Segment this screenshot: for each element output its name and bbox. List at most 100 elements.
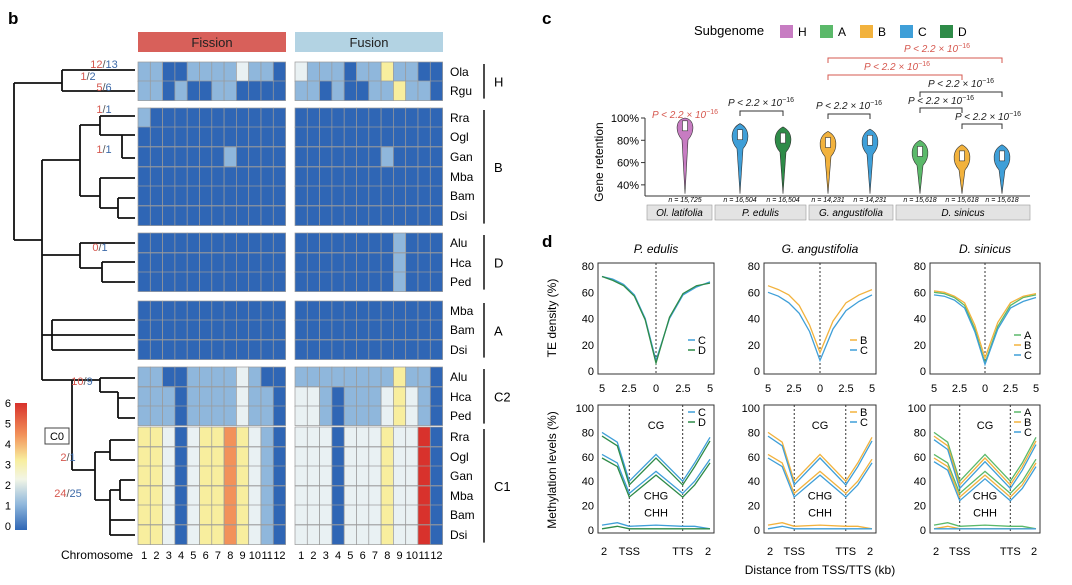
fission-cell: [199, 146, 213, 167]
fusion-cell: [368, 319, 382, 340]
fission-cell: [137, 61, 151, 82]
heatmap-fission: [137, 61, 286, 545]
fission-cell: [162, 185, 176, 206]
fission-chromosome-label: 8: [227, 550, 233, 562]
fusion-cell: [306, 252, 320, 273]
p-value-label: P < 2.2 × 10−16: [864, 61, 930, 73]
fission-cell: [186, 146, 200, 167]
fission-cell: [211, 107, 225, 128]
species-box: [895, 204, 1031, 221]
fission-cell: [199, 107, 213, 128]
te-xtick: 2.5: [675, 383, 690, 395]
te-ytick: 40: [748, 314, 760, 326]
meth-panel-frame: [763, 404, 877, 534]
meth-xtick: 2: [767, 546, 773, 558]
fusion-cell: [417, 386, 431, 407]
fusion-cell: [429, 504, 443, 525]
meth-series-line: [933, 522, 1037, 530]
meth-ytick: 0: [588, 525, 594, 537]
fission-cell: [137, 80, 151, 101]
species-label: Alu: [450, 236, 467, 250]
phylogenetic-tree: [13, 69, 135, 536]
fission-cell: [236, 185, 250, 206]
fission-cell: [236, 339, 250, 360]
fission-cell: [260, 205, 274, 226]
te-xtick: 5: [599, 383, 605, 395]
species-label: Ped: [450, 275, 471, 289]
fusion-cell: [417, 232, 431, 253]
node-c0-box: [44, 427, 70, 445]
fusion-cell: [343, 252, 357, 273]
ytick-label: 100%: [611, 113, 639, 125]
fission-cell: [149, 405, 163, 426]
fusion-cell: [393, 252, 407, 273]
meth-ytick: 100: [576, 403, 594, 415]
fusion-cell: [319, 405, 333, 426]
meth-xtick: TTS: [835, 546, 856, 558]
fusion-cell: [417, 300, 431, 321]
fission-cell: [211, 386, 225, 407]
fission-cell: [149, 107, 163, 128]
fission-cell: [186, 107, 200, 128]
fusion-cell: [405, 485, 419, 506]
group-label: C2: [494, 389, 511, 404]
fusion-cell: [429, 300, 443, 321]
fusion-cell: [393, 386, 407, 407]
p-value-label: P < 2.2 × 10−16: [908, 95, 974, 107]
meth-legend-label: A: [1024, 407, 1032, 419]
fission-cell: [223, 300, 237, 321]
fusion-cell: [405, 524, 419, 545]
fission-chromosome-label: 6: [203, 550, 209, 562]
fusion-cell: [368, 271, 382, 292]
fission-cell: [162, 504, 176, 525]
fission-cell: [199, 80, 213, 101]
fission-cell: [211, 146, 225, 167]
fission-cell: [223, 446, 237, 467]
fission-cell: [186, 386, 200, 407]
fission-cell: [149, 166, 163, 187]
fusion-cell: [429, 166, 443, 187]
fission-cell: [137, 366, 151, 387]
p-value-bracket: [827, 113, 871, 119]
fission-cell: [137, 205, 151, 226]
fission-cell: [137, 232, 151, 253]
fusion-cell: [417, 319, 431, 340]
fission-cell: [137, 504, 151, 525]
legend-label: C: [918, 25, 927, 39]
heatmap-fusion: [294, 61, 443, 545]
fusion-cell: [331, 252, 345, 273]
fusion-cell: [405, 146, 419, 167]
meth-panel: 2 TSS TTS 2 100 80 60 40 20 0 ABC CG CHG CHH: [908, 403, 1041, 558]
species-label: Dsi: [450, 343, 467, 357]
meth-ytick: 0: [920, 525, 926, 537]
fission-cell: [248, 80, 262, 101]
fusion-cell: [429, 61, 443, 82]
fusion-cell: [343, 446, 357, 467]
fusion-cell: [294, 185, 308, 206]
fission-cell: [162, 366, 176, 387]
fission-cell: [174, 271, 188, 292]
fusion-cell: [405, 426, 419, 447]
fission-cell: [199, 126, 213, 147]
fission-cell: [137, 107, 151, 128]
fusion-cell: [429, 465, 443, 486]
fusion-cell: [343, 465, 357, 486]
fusion-cell: [319, 185, 333, 206]
te-xtick: 2.5: [1003, 383, 1018, 395]
fission-cell: [272, 80, 286, 101]
fusion-cell: [393, 405, 407, 426]
fusion-cell: [417, 405, 431, 426]
fusion-cell: [294, 339, 308, 360]
te-panel-title: D. sinicus: [959, 242, 1011, 256]
fusion-cell: [331, 386, 345, 407]
meth-legend-label: C: [1024, 427, 1032, 439]
meth-xlabel: Distance from TSS/TTS (kb): [745, 563, 895, 577]
fusion-cell: [331, 524, 345, 545]
fission-cell: [186, 405, 200, 426]
p-value-bracket: [919, 91, 1003, 97]
te-xtick: 5: [1033, 383, 1039, 395]
fusion-cell: [343, 166, 357, 187]
fusion-cell: [356, 386, 370, 407]
fission-cell: [248, 485, 262, 506]
